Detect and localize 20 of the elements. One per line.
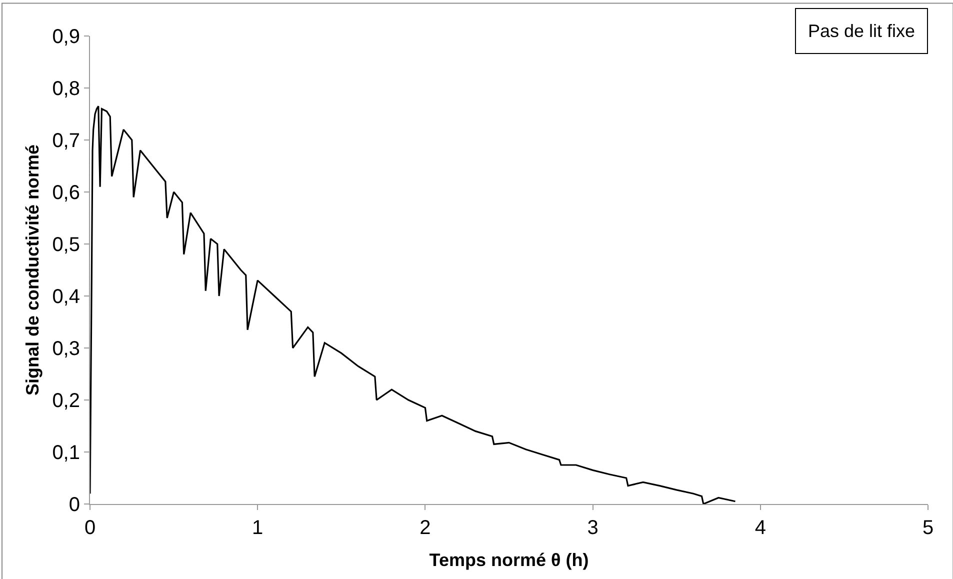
x-tick-label: 4: [754, 517, 766, 539]
x-tick-label: 3: [587, 517, 598, 539]
y-tick-label: 0,9: [52, 26, 80, 48]
x-tick-label: 0: [84, 517, 96, 539]
y-tick-label: 0,7: [52, 130, 80, 152]
y-tick-label: 0: [68, 494, 80, 516]
x-tick-label: 2: [420, 517, 431, 539]
y-tick-label: 0,2: [52, 390, 80, 412]
x-tick-label: 5: [922, 517, 934, 539]
y-tick-label: 0,6: [52, 182, 80, 204]
y-tick-label: 0,5: [52, 234, 80, 256]
y-tick-label: 0,4: [52, 286, 80, 308]
y-tick-label: 0,3: [52, 338, 80, 360]
annotation: Pas de lit fixe: [808, 21, 916, 41]
line-series: [90, 105, 736, 504]
y-tick-label: 0,1: [52, 442, 80, 464]
y-tick-label: 0,8: [52, 78, 80, 100]
y-axis-title: Signal de conductivité normé: [22, 144, 42, 396]
x-tick-label: 1: [252, 517, 264, 539]
x-axis-title: Temps normé θ (h): [429, 550, 589, 570]
